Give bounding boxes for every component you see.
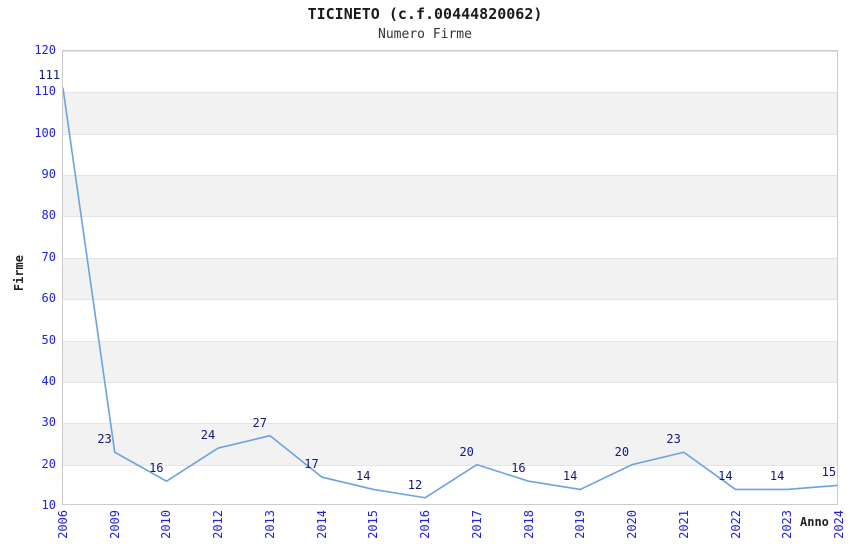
gridline	[63, 341, 837, 342]
background-band	[63, 175, 837, 217]
point-value-label: 16	[149, 461, 164, 476]
point-value-label: 12	[407, 477, 423, 492]
x-axis-title: Anno	[800, 515, 829, 529]
point-value-label: 20	[459, 444, 474, 459]
gridline	[63, 51, 837, 52]
gridline	[63, 175, 837, 176]
point-value-label: 14	[769, 469, 785, 484]
y-tick-label: 90	[41, 167, 56, 182]
x-tick-label: 2019	[573, 510, 588, 539]
plot-area	[62, 50, 838, 505]
gridline	[63, 465, 837, 466]
point-value-label: 14	[718, 469, 733, 484]
point-value-label: 20	[614, 444, 630, 459]
point-value-label: 24	[200, 428, 216, 443]
gridline	[63, 216, 837, 217]
x-tick-label: 2022	[728, 510, 743, 539]
y-tick-label: 70	[41, 249, 56, 264]
series-polyline	[63, 87, 837, 499]
y-tick-label: 60	[41, 291, 56, 306]
point-value-label: 27	[252, 415, 267, 430]
y-tick-label: 120	[34, 43, 56, 57]
y-tick-label: 10	[41, 498, 56, 512]
chart-subtitle: Numero Firme	[378, 27, 472, 42]
x-tick-label: 2012	[211, 510, 226, 539]
point-value-label: 23	[97, 432, 112, 447]
x-tick-label: 2010	[159, 510, 174, 539]
x-tick-label: 2018	[521, 510, 536, 539]
x-tick-label: 2014	[314, 510, 329, 539]
x-tick-label: 2023	[780, 510, 795, 539]
background-band	[63, 257, 837, 300]
chart-title: TICINETO (c.f.00444820062)	[307, 5, 543, 23]
y-tick-label: 110	[34, 84, 56, 99]
y-tick-label: 50	[41, 332, 56, 347]
gridline	[63, 258, 837, 259]
x-tick-label: 2024	[832, 510, 846, 539]
y-tick-label: 40	[41, 373, 56, 388]
point-value-label: 111	[38, 68, 61, 83]
gridline	[63, 299, 837, 300]
background-band	[63, 92, 837, 134]
point-value-label: 16	[511, 461, 526, 476]
gridline	[63, 134, 837, 135]
y-tick-label: 30	[41, 415, 56, 430]
gridline	[63, 92, 837, 93]
x-tick-label: 2013	[262, 510, 277, 539]
y-tick-label: 80	[41, 208, 56, 223]
series-line	[63, 87, 837, 499]
gridline	[63, 382, 837, 383]
x-tick-label: 2017	[469, 510, 484, 539]
y-tick-label: 20	[41, 456, 56, 471]
background-band	[63, 423, 837, 465]
x-tick-label: 2016	[418, 510, 433, 539]
x-tick-label: 2015	[366, 510, 381, 539]
x-tick-label: 2020	[625, 510, 640, 539]
background-band	[63, 340, 837, 382]
gridline	[63, 423, 837, 424]
x-tick-label: 2009	[107, 510, 122, 539]
point-value-label: 15	[821, 465, 837, 480]
point-value-label: 23	[666, 432, 681, 447]
point-value-label: 17	[304, 457, 319, 472]
y-tick-label: 100	[34, 125, 56, 140]
point-value-label: 14	[356, 469, 371, 484]
x-tick-label: 2021	[676, 510, 691, 539]
point-value-label: 14	[562, 469, 578, 484]
x-tick-label: 2006	[56, 510, 70, 539]
